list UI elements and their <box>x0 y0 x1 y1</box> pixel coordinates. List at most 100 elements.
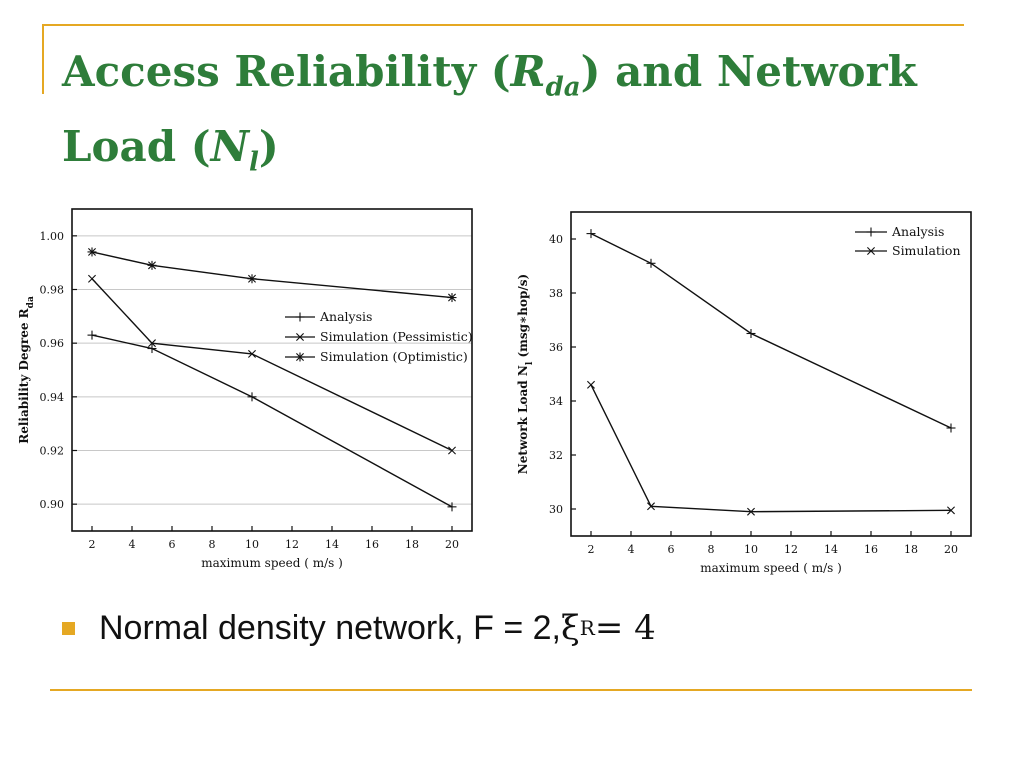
network-load-xtick-label-3: 8 <box>708 543 715 556</box>
network-load-series-0-point-2 <box>746 329 756 338</box>
network-load-yaxis-label-sub: l <box>525 361 535 365</box>
network-load-yaxis-label: Network Load Nl (msg∗hop/s) <box>516 274 535 474</box>
left-rule <box>42 24 44 94</box>
network-load-plot-frame <box>570 211 972 537</box>
slide-title: Access Reliability (Rda) and Network Loa… <box>62 47 917 178</box>
reliability-series-2-point-2-d2 <box>248 274 256 283</box>
reliability-yaxis-label-sub: da <box>26 296 36 308</box>
network-load-yaxis-label-unit: (msg∗hop/s) <box>516 274 530 362</box>
bullet-text: Normal density network, F = 2, <box>99 608 562 647</box>
reliability-series-0-point-3 <box>447 502 457 512</box>
reliability-series-1-point-0 <box>88 274 96 283</box>
network-load-series-1-point-2-d2 <box>747 507 755 516</box>
network-load-ytick-label-2: 34 <box>549 395 563 408</box>
reliability-ytick-label-3: 0.96 <box>40 337 65 350</box>
reliability-series-2-point-0 <box>87 247 97 257</box>
network-load-xtick-label-7: 16 <box>864 543 878 556</box>
network-load-series-1-point-0-d2 <box>587 380 595 389</box>
reliability-xtick-label-5: 12 <box>285 538 299 551</box>
reliability-ytick-label-0: 0.90 <box>40 498 65 511</box>
network-load-series-1-point-2 <box>747 507 755 516</box>
reliability-legend-label-0: Analysis <box>319 309 372 324</box>
network-load-yaxis-label-main: Network Load N <box>516 365 530 474</box>
network-load-legend-marker-1 <box>867 247 875 255</box>
reliability-xtick-label-4: 10 <box>245 538 259 551</box>
reliability-series-line-1 <box>91 278 453 452</box>
reliability-xtick-label-9: 20 <box>445 538 459 551</box>
reliability-legend-marker-2-d2 <box>296 353 304 361</box>
network-load-xtick-label-4: 10 <box>744 543 758 556</box>
reliability-legend-label-2: Simulation (Optimistic) <box>320 349 468 364</box>
network-load-xtick-label-5: 12 <box>784 543 798 556</box>
network-load-xtick-label-2: 6 <box>668 543 675 556</box>
bullet-tail: = 4 <box>594 608 656 648</box>
reliability-series-1-point-3-d2 <box>448 446 456 455</box>
reliability-xtick-label-8: 18 <box>405 538 419 551</box>
network-load-ytick-label-1: 32 <box>549 449 563 462</box>
network-load-series-1-point-3-d2 <box>947 506 955 515</box>
reliability-yaxis-label: Reliability Degree Rda <box>17 296 36 444</box>
network-load-ytick-label-0: 30 <box>549 503 563 516</box>
reliability-legend-marker-0 <box>295 312 305 322</box>
reliability-series-line-2 <box>91 251 453 299</box>
network-load-series-1-point-0 <box>587 380 595 389</box>
network-load-series-0-point-3 <box>946 423 956 433</box>
network-load-legend-marker-1-d2 <box>867 247 875 255</box>
bottom-rule <box>50 689 972 691</box>
reliability-series-0-point-1 <box>147 344 157 354</box>
top-rule <box>42 24 964 26</box>
network-load-legend-label-0: Analysis <box>891 224 944 239</box>
network-load-xtick-label-1: 4 <box>628 543 635 556</box>
bullet-symbol: ξ <box>561 608 580 648</box>
reliability-ytick-label-4: 0.98 <box>40 284 65 297</box>
network-load-legend-label-1: Simulation <box>892 243 961 258</box>
reliability-series-2-point-3-d2 <box>448 293 456 302</box>
network-load-series-0-point-0 <box>586 229 596 239</box>
network-load-ytick-label-5: 40 <box>549 233 563 246</box>
network-load-series-1-point-1 <box>647 502 655 511</box>
network-load-series-line-0 <box>590 232 952 429</box>
reliability-series-1-point-2-d2 <box>248 349 256 358</box>
reliability-ytick-label-1: 0.92 <box>40 445 65 458</box>
network-load-xtick-label-6: 14 <box>824 543 838 556</box>
network-load-chart: 30 32 34 36 38 40 2 4 6 8 10 12 14 16 18 20 maximum spee… <box>516 211 972 575</box>
reliability-xtick-label-3: 8 <box>209 538 216 551</box>
network-load-series-1-point-1-d2 <box>647 502 655 511</box>
network-load-xtick-label-0: 2 <box>588 543 595 556</box>
reliability-chart: 0.90 0.92 0.94 0.96 0.98 1.00 2 4 6 8 10 12 14 16 18 20… <box>17 208 473 570</box>
reliability-series-2-point-1-d2 <box>148 261 156 270</box>
network-load-ytick-label-4: 38 <box>549 287 563 300</box>
reliability-series-2-point-3 <box>447 293 457 303</box>
reliability-series-1-point-1-d2 <box>148 339 156 348</box>
reliability-series-line-0 <box>91 334 453 508</box>
network-load-xaxis-label: maximum speed ( m/s ) <box>700 561 842 575</box>
reliability-series-0-point-0 <box>87 330 97 340</box>
network-load-xtick-label-8: 18 <box>904 543 918 556</box>
reliability-xtick-label-2: 6 <box>169 538 176 551</box>
network-load-legend-marker-0 <box>866 227 876 237</box>
reliability-plot-frame <box>71 208 473 532</box>
network-load-series-line-1 <box>590 384 952 513</box>
reliability-legend-marker-1-d2 <box>296 333 304 341</box>
reliability-xtick-label-6: 14 <box>325 538 339 551</box>
network-load-ytick-label-3: 36 <box>549 341 563 354</box>
reliability-series-1-point-2 <box>248 349 256 358</box>
bullet-symbol-sub: R <box>579 616 595 640</box>
reliability-series-1-point-3 <box>448 446 456 455</box>
network-load-series-0-point-1 <box>646 258 656 268</box>
reliability-xtick-label-7: 16 <box>365 538 379 551</box>
reliability-ytick-label-2: 0.94 <box>40 391 65 404</box>
reliability-series-0-point-2 <box>247 392 257 402</box>
reliability-series-2-point-0-d2 <box>88 247 96 256</box>
reliability-legend-label-1: Simulation (Pessimistic) <box>320 329 473 344</box>
reliability-series-1-point-1 <box>148 339 156 348</box>
reliability-series-1-point-0-d2 <box>88 274 96 283</box>
reliability-xaxis-label: maximum speed ( m/s ) <box>201 556 343 570</box>
reliability-ytick-label-5: 1.00 <box>40 230 65 243</box>
reliability-legend-marker-2 <box>295 352 305 362</box>
bullet-square-icon <box>62 621 75 635</box>
reliability-yaxis-label-main: Reliability Degree R <box>17 307 31 443</box>
reliability-series-2-point-2 <box>247 274 257 284</box>
reliability-xtick-label-0: 2 <box>89 538 96 551</box>
